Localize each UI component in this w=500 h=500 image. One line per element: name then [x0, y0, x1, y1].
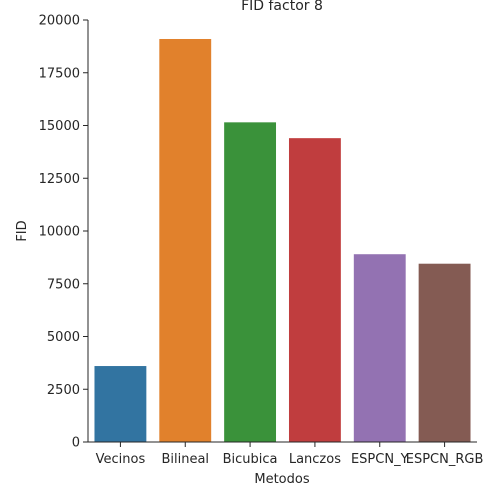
x-axis-ticks: Vecinos Bilineal Bicubica Lanczos ESPCN_YESP…	[96, 442, 484, 467]
x-axis-label: Metodos	[254, 472, 309, 487]
bar-lanczos	[288, 138, 341, 442]
bars-group	[94, 38, 471, 443]
x-tick-label: Vecinos	[96, 452, 146, 467]
y-tick-label: 2500	[47, 383, 80, 398]
x-tick-label: Lanczos	[289, 452, 341, 467]
y-tick-label: 5000	[47, 330, 80, 345]
y-tick-label: 12500	[39, 172, 80, 187]
x-tick-label: ESPCN_RGB	[406, 452, 484, 467]
chart-title: FID factor 8	[241, 0, 323, 14]
x-tick-label: Bicubica	[223, 452, 278, 467]
y-tick-label: 17500	[39, 66, 80, 81]
y-tick-label: 10000	[39, 225, 80, 240]
y-tick-label: 7500	[47, 277, 80, 292]
x-tick-label: ESPCN_Y	[351, 452, 409, 467]
bar-espcn-y	[353, 254, 406, 442]
bar-bilineal	[159, 38, 212, 443]
y-axis-ticks: 0 2500 5000 7500 10000 12500 15000 17500 20000	[39, 14, 88, 451]
y-tick-label: 20000	[39, 14, 80, 29]
y-axis-label: FID	[15, 220, 30, 241]
bar-vecinos	[94, 366, 147, 442]
x-tick-label: Bilineal	[161, 452, 209, 467]
bar-bicubica	[224, 122, 277, 443]
y-tick-label: 15000	[39, 119, 80, 134]
bar-espcn-rgb	[418, 263, 471, 442]
y-tick-label: 0	[72, 436, 80, 451]
